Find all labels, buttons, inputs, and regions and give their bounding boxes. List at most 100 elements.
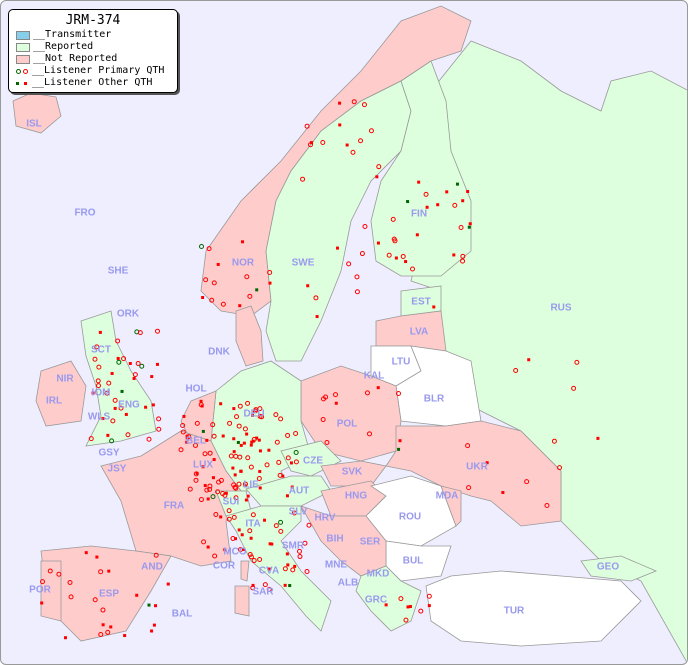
listener-other-marker xyxy=(242,441,246,445)
listener-primary-marker xyxy=(361,102,367,108)
listener-other-marker xyxy=(166,582,170,586)
listener-other-marker xyxy=(109,625,113,629)
listener-primary-marker xyxy=(139,363,145,369)
listener-other-marker xyxy=(394,256,398,260)
listener-primary-marker xyxy=(267,269,273,275)
listener-other-marker xyxy=(206,545,210,549)
listener-other-marker xyxy=(445,190,449,194)
country-label-bal: BAL xyxy=(171,608,193,620)
listener-primary-marker xyxy=(321,396,327,402)
listener-primary-marker xyxy=(368,128,374,134)
listener-primary-marker xyxy=(88,436,94,442)
listener-primary-marker xyxy=(207,486,213,492)
listener-primary-marker xyxy=(118,405,124,411)
listener-primary-marker xyxy=(291,510,297,516)
listener-primary-marker xyxy=(47,568,53,574)
listener-other-marker xyxy=(113,406,117,410)
listener-other-marker xyxy=(376,241,380,245)
listener-primary-marker xyxy=(273,412,279,418)
listener-other-marker xyxy=(338,123,342,127)
region-tur xyxy=(425,570,642,647)
listener-primary-marker xyxy=(180,423,186,429)
listener-other-marker xyxy=(107,569,111,573)
legend-reported: __Reported xyxy=(9,41,177,53)
listener-other-marker xyxy=(128,361,132,365)
country-label-hng: HNG xyxy=(344,490,368,502)
listener-other-marker xyxy=(375,175,379,179)
listener-primary-marker xyxy=(359,251,365,257)
listener-other-marker xyxy=(40,601,44,605)
listener-primary-marker xyxy=(245,400,251,406)
listener-primary-marker xyxy=(256,475,262,481)
listener-primary-marker xyxy=(156,416,162,422)
listener-primary-marker xyxy=(346,261,352,267)
listener-primary-marker xyxy=(400,253,406,259)
listener-other-marker xyxy=(110,371,114,375)
listener-primary-marker xyxy=(278,416,284,422)
listener-other-marker xyxy=(255,288,259,292)
listener-other-marker xyxy=(203,484,207,488)
listener-primary-marker xyxy=(222,492,228,498)
listener-primary-marker xyxy=(203,277,209,283)
listener-primary-marker xyxy=(460,253,466,259)
listener-other-marker xyxy=(63,636,67,640)
listener-primary-marker xyxy=(423,191,429,197)
country-label-fro: FRO xyxy=(74,207,96,219)
listener-primary-marker xyxy=(212,553,218,559)
listener-other-marker xyxy=(397,447,401,451)
listener-other-marker xyxy=(206,497,210,501)
listener-primary-marker xyxy=(297,554,303,560)
country-label-eng: ENG xyxy=(118,399,140,411)
listener-other-marker xyxy=(185,440,189,444)
listener-other-marker xyxy=(283,583,287,587)
listener-primary-marker xyxy=(278,528,284,534)
listener-primary-marker xyxy=(386,252,392,258)
listener-primary-marker xyxy=(403,617,409,623)
listener-primary-marker xyxy=(100,607,106,613)
listener-primary-marker xyxy=(226,516,232,522)
country-label-sui: SUI xyxy=(222,496,240,508)
region-mda xyxy=(440,485,462,527)
listener-other-marker xyxy=(415,233,419,237)
country-label-lva: LVA xyxy=(409,326,429,338)
legend-label: __Transmitter xyxy=(33,29,112,40)
listener-other-marker xyxy=(417,180,421,184)
listener-primary-marker xyxy=(233,495,239,501)
listener-primary-marker xyxy=(247,293,253,299)
listener-primary-marker xyxy=(513,368,519,374)
listener-other-marker xyxy=(267,567,271,571)
listener-primary-marker xyxy=(187,486,193,492)
country-label-pol: POL xyxy=(336,418,358,430)
listener-primary-marker xyxy=(276,459,282,465)
listener-primary-marker xyxy=(367,431,373,437)
listener-primary-marker xyxy=(452,202,458,208)
listener-primary-marker xyxy=(232,484,238,490)
listener-primary-marker xyxy=(215,489,221,495)
country-label-rou: ROU xyxy=(398,511,422,523)
country-label-bel: BEL xyxy=(186,435,206,447)
listener-primary-marker xyxy=(226,508,232,514)
listener-other-marker xyxy=(466,189,470,193)
listener-primary-marker xyxy=(376,164,382,170)
listener-other-marker xyxy=(268,281,272,285)
listener-other-marker xyxy=(201,465,205,469)
listener-other-marker xyxy=(124,412,128,416)
country-label-nir: NIR xyxy=(56,373,74,385)
listener-other-marker xyxy=(155,362,159,366)
listener-other-marker xyxy=(285,494,289,498)
country-label-cva: CVA xyxy=(258,565,280,577)
listener-primary-marker xyxy=(290,567,296,573)
listener-primary-marker xyxy=(364,390,370,396)
listener-primary-marker xyxy=(132,372,138,378)
listener-other-marker xyxy=(249,443,253,447)
listener-other-marker xyxy=(268,542,272,546)
country-label-swe: SWE xyxy=(291,257,315,269)
listener-other-marker xyxy=(84,551,88,555)
listener-other-marker xyxy=(290,485,294,489)
listener-primary-marker xyxy=(285,455,291,461)
listener-other-marker xyxy=(200,404,204,408)
country-label-bul: BUL xyxy=(402,555,424,567)
listener-other-marker xyxy=(233,473,237,477)
listener-primary-marker xyxy=(98,632,104,638)
